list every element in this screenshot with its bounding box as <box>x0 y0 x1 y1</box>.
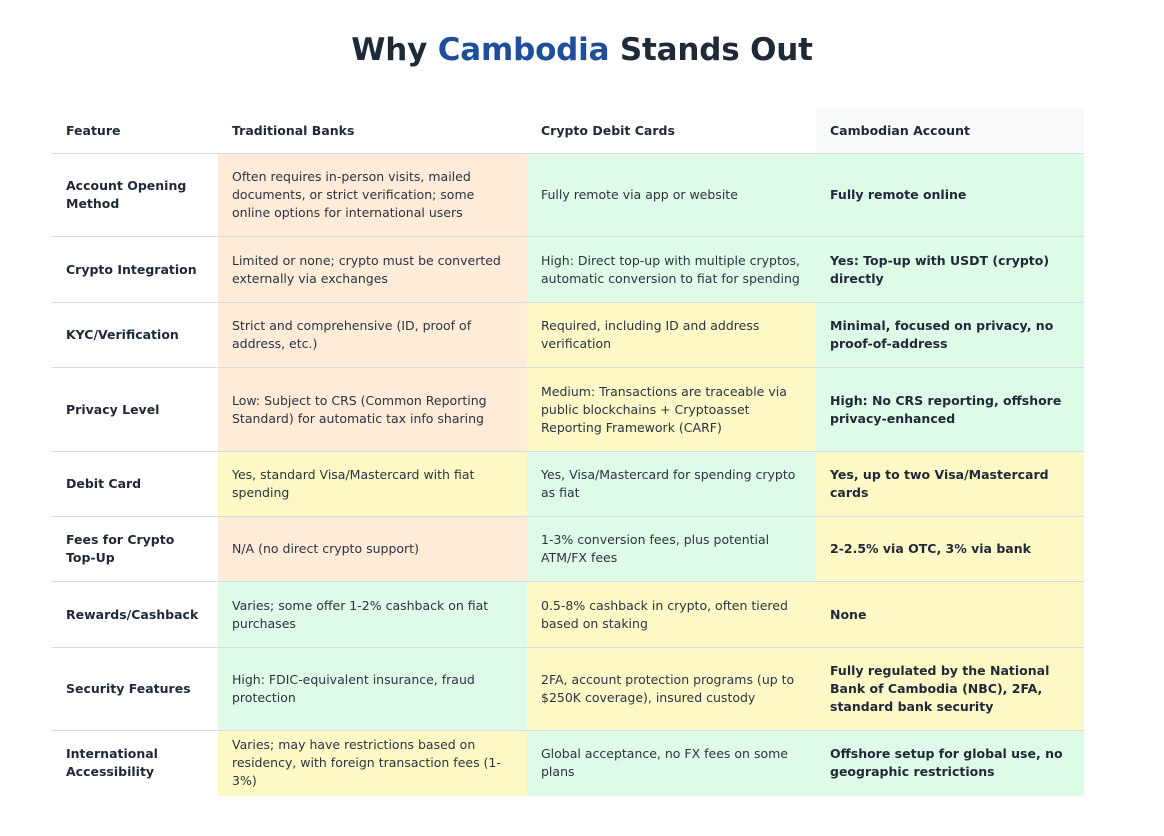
traditional-banks-cell: Limited or none; crypto must be converte… <box>218 236 527 303</box>
comparison-table: Feature Traditional Banks Crypto Debit C… <box>52 109 1084 796</box>
header-cambodian-account: Cambodian Account <box>816 109 1084 154</box>
crypto-debit-cards-cell: High: Direct top-up with multiple crypto… <box>527 236 816 303</box>
cambodian-account-cell: Yes: Top-up with USDT (crypto) directly <box>816 236 1084 303</box>
row-feature: Security Features <box>52 647 218 731</box>
title-accent: Cambodia <box>437 32 610 68</box>
header-feature: Feature <box>52 109 218 154</box>
table-row: International Accessibility Varies; may … <box>52 730 1084 796</box>
traditional-banks-cell: Yes, standard Visa/Mastercard with fiat … <box>218 451 527 517</box>
row-feature: Debit Card <box>52 451 218 517</box>
traditional-banks-cell: Low: Subject to CRS (Common Reporting St… <box>218 367 527 452</box>
cambodian-account-cell: Minimal, focused on privacy, no proof-of… <box>816 302 1084 368</box>
cambodian-account-cell: None <box>816 581 1084 648</box>
table-row: Account Opening Method Often requires in… <box>52 153 1084 237</box>
title-prefix: Why <box>351 32 438 68</box>
table-body: Account Opening Method Often requires in… <box>52 153 1084 796</box>
traditional-banks-cell: Varies; may have restrictions based on r… <box>218 730 527 796</box>
header-crypto-debit-cards: Crypto Debit Cards <box>527 109 816 154</box>
table-row: Crypto Integration Limited or none; cryp… <box>52 236 1084 303</box>
cambodian-account-cell: Offshore setup for global use, no geogra… <box>816 730 1084 796</box>
crypto-debit-cards-cell: Medium: Transactions are traceable via p… <box>527 367 816 452</box>
traditional-banks-cell: Varies; some offer 1-2% cashback on fiat… <box>218 581 527 648</box>
table-row: Rewards/Cashback Varies; some offer 1-2%… <box>52 581 1084 648</box>
crypto-debit-cards-cell: Yes, Visa/Mastercard for spending crypto… <box>527 451 816 517</box>
cambodian-account-cell: Yes, up to two Visa/Mastercard cards <box>816 451 1084 517</box>
row-feature: International Accessibility <box>52 730 218 796</box>
table-row: Security Features High: FDIC-equivalent … <box>52 647 1084 731</box>
row-feature: Fees for Crypto Top-Up <box>52 516 218 582</box>
cambodian-account-cell: 2-2.5% via OTC, 3% via bank <box>816 516 1084 582</box>
traditional-banks-cell: Strict and comprehensive (ID, proof of a… <box>218 302 527 368</box>
header-traditional-banks: Traditional Banks <box>218 109 527 154</box>
traditional-banks-cell: High: FDIC-equivalent insurance, fraud p… <box>218 647 527 731</box>
crypto-debit-cards-cell: Global acceptance, no FX fees on some pl… <box>527 730 816 796</box>
row-feature: Crypto Integration <box>52 236 218 303</box>
cambodian-account-cell: Fully remote online <box>816 153 1084 237</box>
table-row: KYC/Verification Strict and comprehensiv… <box>52 302 1084 368</box>
row-feature: Rewards/Cashback <box>52 581 218 648</box>
traditional-banks-cell: N/A (no direct crypto support) <box>218 516 527 582</box>
cambodian-account-cell: Fully regulated by the National Bank of … <box>816 647 1084 731</box>
crypto-debit-cards-cell: 2FA, account protection programs (up to … <box>527 647 816 731</box>
table-row: Fees for Crypto Top-Up N/A (no direct cr… <box>52 516 1084 582</box>
crypto-debit-cards-cell: Fully remote via app or website <box>527 153 816 237</box>
crypto-debit-cards-cell: 0.5-8% cashback in crypto, often tiered … <box>527 581 816 648</box>
page-title: Why Cambodia Stands Out <box>0 0 1164 70</box>
cambodian-account-cell: High: No CRS reporting, offshore privacy… <box>816 367 1084 452</box>
traditional-banks-cell: Often requires in-person visits, mailed … <box>218 153 527 237</box>
crypto-debit-cards-cell: Required, including ID and address verif… <box>527 302 816 368</box>
table-row: Privacy Level Low: Subject to CRS (Commo… <box>52 367 1084 452</box>
row-feature: Account Opening Method <box>52 153 218 237</box>
row-feature: Privacy Level <box>52 367 218 452</box>
table-header-row: Feature Traditional Banks Crypto Debit C… <box>52 109 1084 154</box>
row-feature: KYC/Verification <box>52 302 218 368</box>
table-row: Debit Card Yes, standard Visa/Mastercard… <box>52 451 1084 517</box>
crypto-debit-cards-cell: 1-3% conversion fees, plus potential ATM… <box>527 516 816 582</box>
title-suffix: Stands Out <box>609 32 813 68</box>
